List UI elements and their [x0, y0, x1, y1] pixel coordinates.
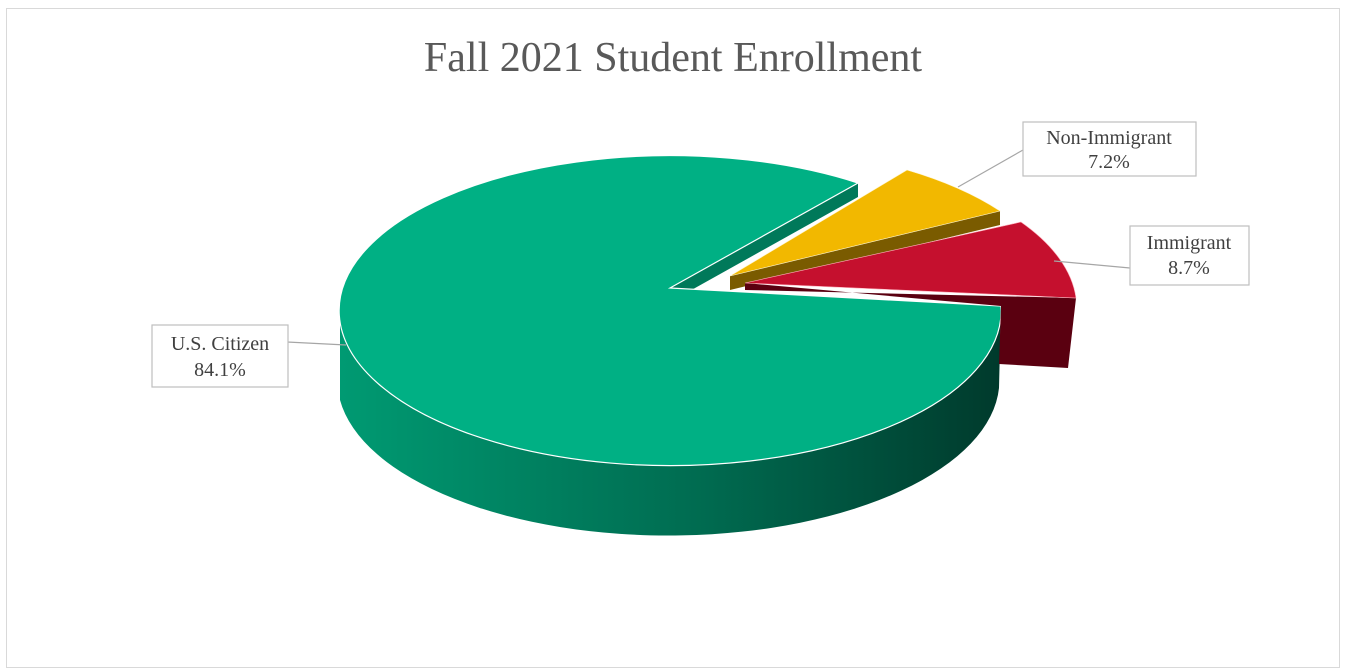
leader-line-non-immigrant [957, 149, 1024, 188]
slice-side-immigrant [745, 283, 1076, 368]
slice-us-citizen [338, 155, 1002, 467]
chart-title: Fall 2021 Student Enrollment [423, 35, 923, 81]
data-label-non-immigrant-name: Non-Immigrant [1046, 127, 1172, 149]
data-label-immigrant-value: 8.7% [1168, 257, 1210, 279]
slice-non-immigrant [729, 169, 1001, 277]
leader-line-us-citizen [286, 341, 347, 346]
data-label-us-citizen-name: U.S. Citizen [171, 333, 269, 355]
data-label-non-immigrant: Non-Immigrant 7.2% [1022, 121, 1197, 177]
slice-side-us-citizen [340, 306, 1001, 536]
slice-immigrant [744, 221, 1077, 299]
data-label-immigrant-name: Immigrant [1147, 232, 1232, 254]
slice-side-non-immigrant [730, 211, 1000, 290]
leader-line-immigrant [1053, 260, 1131, 269]
data-label-immigrant: Immigrant 8.7% [1129, 225, 1250, 286]
slice-cut-us-citizen [670, 183, 858, 302]
data-label-us-citizen-value: 84.1% [194, 359, 246, 381]
data-label-non-immigrant-value: 7.2% [1088, 151, 1130, 173]
data-label-us-citizen: U.S. Citizen 84.1% [151, 324, 289, 388]
